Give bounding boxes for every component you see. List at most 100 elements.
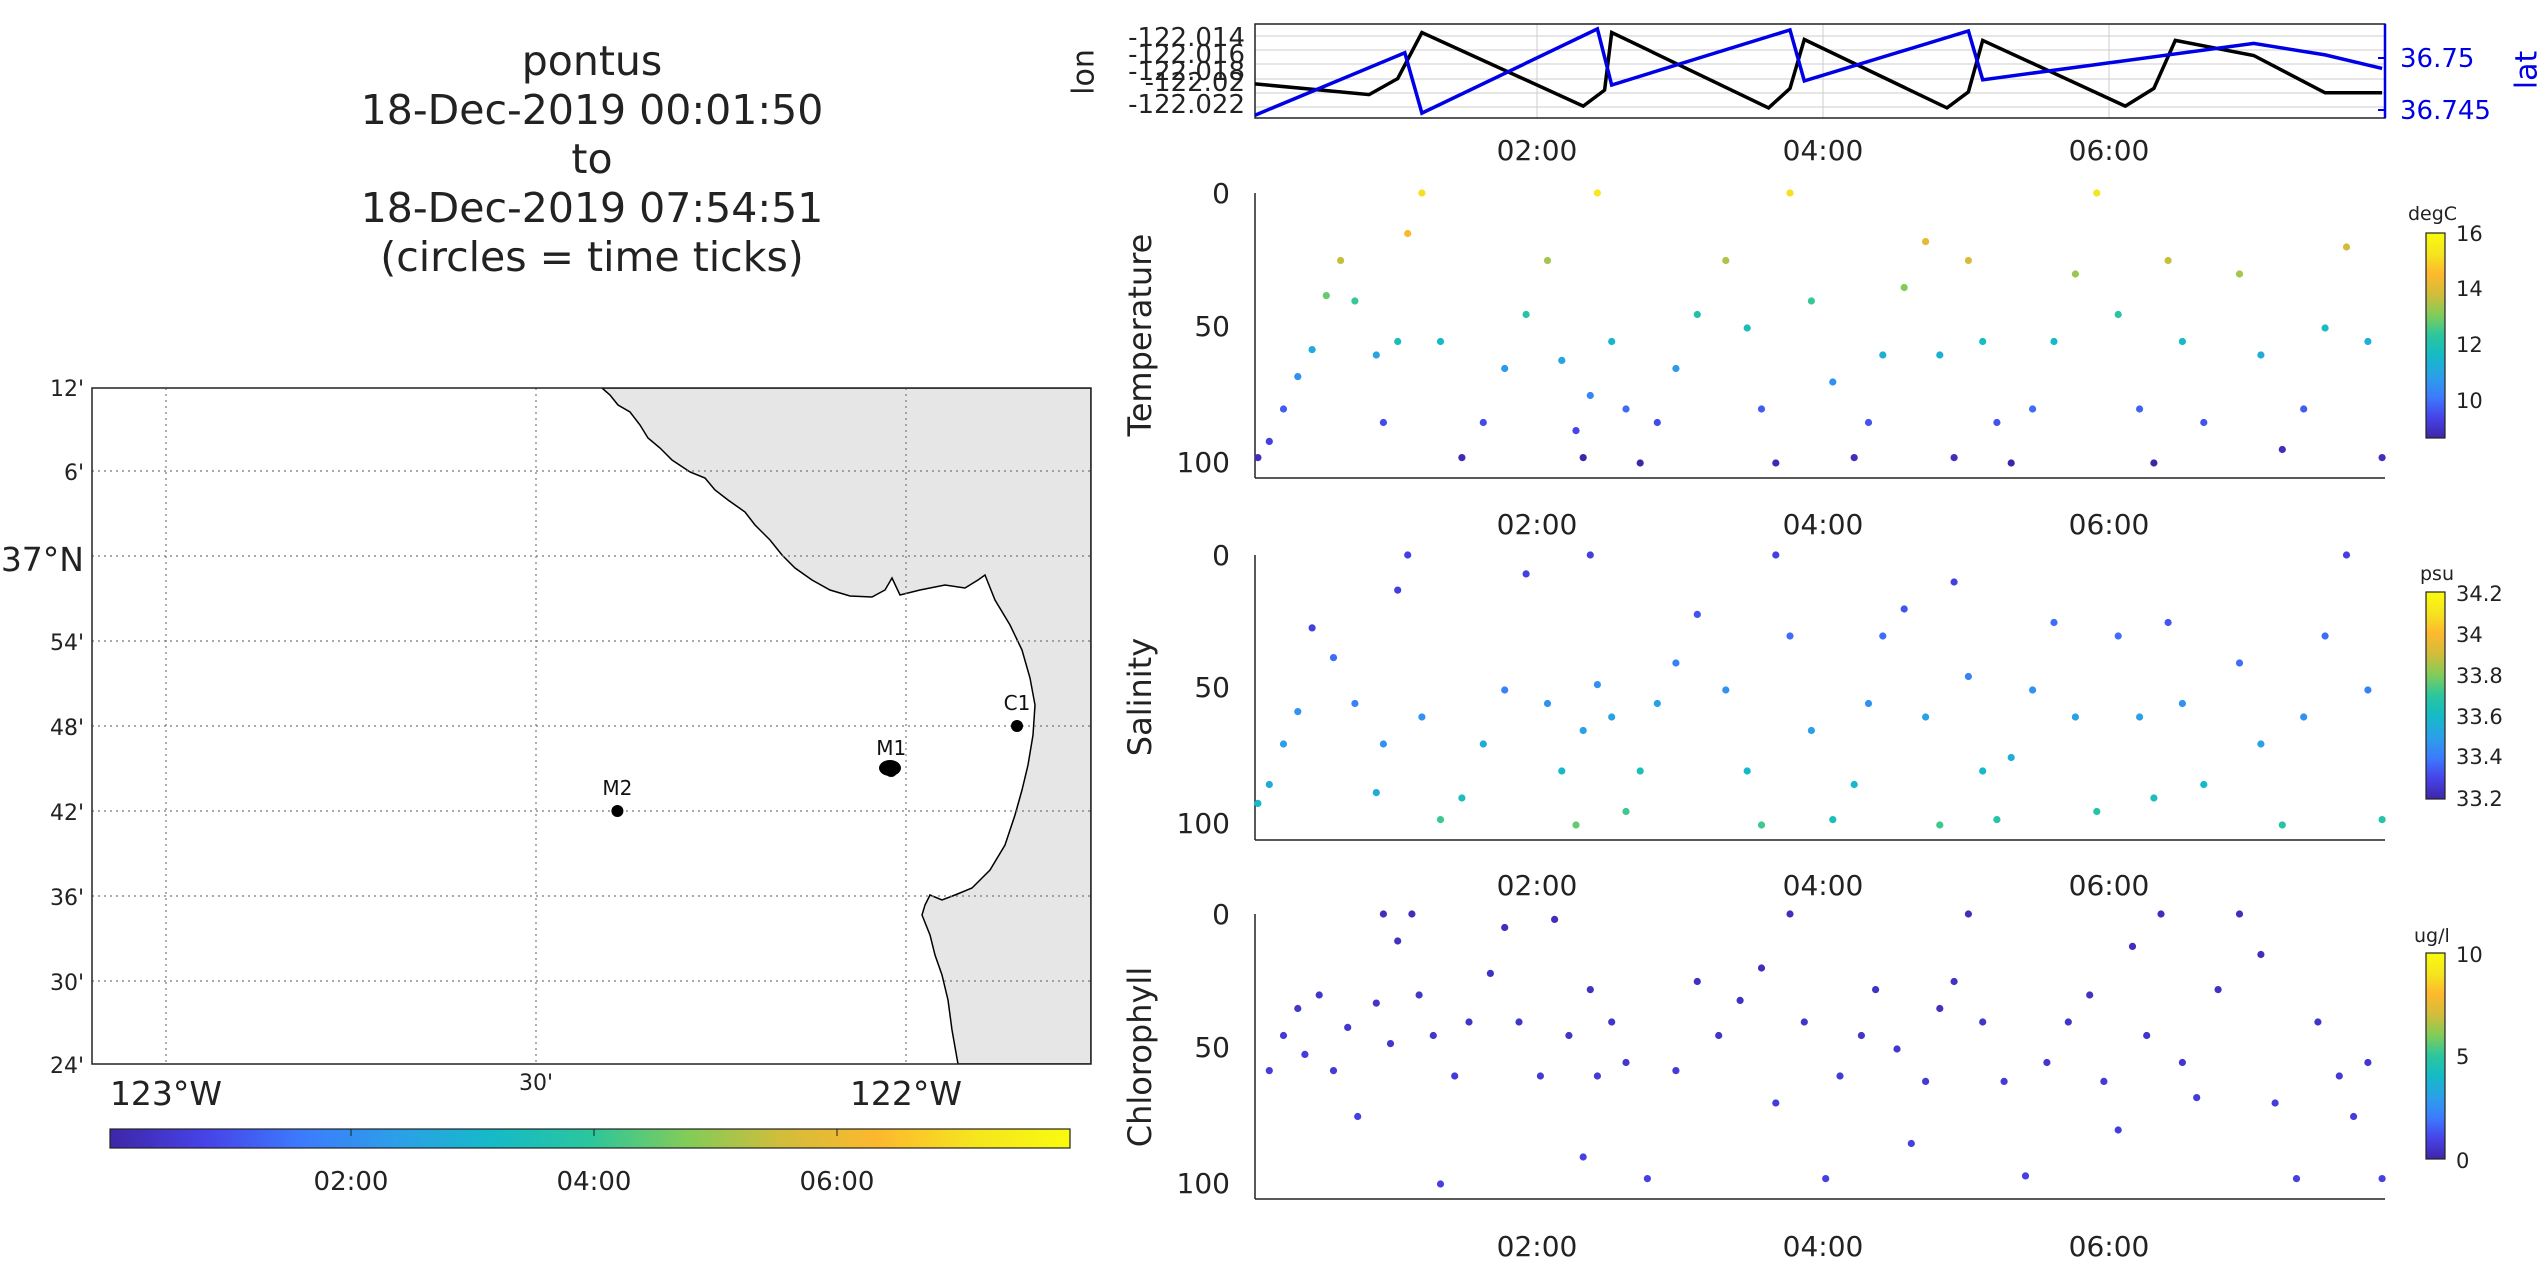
chlorophyll-point: [1408, 910, 1416, 918]
chlorophyll-point: [2143, 1031, 2151, 1040]
salinity-point: [1993, 816, 2001, 824]
temperature-point: [1772, 459, 1780, 467]
lon-axis-tick-1: -122.016: [1128, 40, 1245, 70]
salinity-point: [1653, 699, 1661, 708]
salinity-point: [2071, 713, 2079, 721]
temperature-ytick-2: 100: [1177, 446, 1230, 479]
chlorophyll-point: [2292, 1175, 2301, 1183]
temperature-point: [1294, 373, 1302, 381]
salinity-point: [1864, 699, 1873, 708]
chlorophyll-point: [1394, 937, 1402, 945]
salinity-point: [1436, 816, 1445, 824]
salinity-colorbar-ticks: 34.2 34 33.8 33.6 33.4 33.2: [2456, 582, 2503, 811]
station-label-m1: M1: [876, 736, 906, 760]
salinity-cbar-tick-5: 33.2: [2456, 787, 2503, 811]
lon-axis-tick-0: -122.014: [1128, 23, 1245, 53]
map-grid: [92, 388, 1091, 1064]
temperature-point: [1543, 256, 1552, 265]
chlorophyll-point: [1354, 1112, 1362, 1121]
chlorophyll-point: [1279, 1031, 1288, 1040]
map-track-cluster: [879, 760, 901, 776]
salinity-cbar-tick-1: 34: [2456, 623, 2483, 647]
lat-tick-6: 36': [50, 886, 84, 911]
temperature-colorbar: [2425, 232, 2446, 439]
temperature-point: [1693, 310, 1701, 319]
time-colorbar-tick-0: 02:00: [314, 1167, 389, 1197]
chlorophyll-cbar-tick-2: 0: [2456, 1149, 2469, 1173]
chlorophyll-point: [2086, 991, 2094, 999]
lat-axis-label: lat: [2510, 51, 2545, 90]
salinity-point: [1479, 740, 1487, 748]
temperature-point: [1964, 256, 1972, 265]
lat-series-line: [1254, 26, 2383, 117]
temperature-ytick-1: 50: [1194, 310, 1230, 343]
temperature-point: [1337, 256, 1345, 265]
salinity-panel: 0 50 100 Salinity 02:00 04:00 06:00 psu …: [1121, 539, 2503, 902]
chlorophyll-xticks: 02:00 04:00 06:00: [1497, 1230, 2150, 1263]
temperature-point: [1351, 297, 1359, 305]
temperature-point: [1900, 283, 1908, 292]
chlorophyll-point: [1693, 977, 1701, 986]
salinity-xtick-2: 06:00: [2069, 869, 2150, 902]
temperature-point: [1593, 189, 1601, 197]
chlorophyll-point: [1315, 991, 1323, 999]
lon-axis-label: lon: [1067, 49, 1102, 95]
chlorophyll-point: [2043, 1058, 2051, 1067]
chlorophyll-point: [2157, 910, 2165, 918]
temperature-xticks: 02:00 04:00 06:00: [1497, 508, 2150, 541]
chlorophyll-point: [2021, 1172, 2030, 1180]
lat-axis-tick-1: 36.745: [2400, 96, 2491, 126]
temperature-point: [1786, 189, 1794, 197]
temperature-points: [1254, 189, 2386, 467]
chlorophyll-point: [1565, 1031, 1573, 1040]
salinity-cbar-tick-2: 33.8: [2456, 664, 2503, 688]
chlorophyll-point: [1379, 910, 1387, 918]
salinity-point: [1265, 780, 1273, 789]
salinity-xtick-1: 04:00: [1783, 869, 1864, 902]
chlorophyll-point: [2100, 1077, 2108, 1085]
temperature-cbar-tick-1: 14: [2456, 277, 2483, 301]
temperature-ytick-0: 0: [1212, 177, 1230, 210]
salinity-point: [1622, 807, 1630, 816]
station-marker-c1: [1011, 720, 1023, 732]
chlorophyll-point: [1329, 1067, 1338, 1075]
chlorophyll-yticks: 0 50 100: [1177, 898, 1230, 1200]
temperature-point: [1558, 356, 1566, 364]
chlorophyll-point: [1436, 1180, 1445, 1188]
chlorophyll-ytick-1: 50: [1194, 1031, 1230, 1064]
chlorophyll-point: [1715, 1031, 1723, 1040]
temperature-point: [2300, 405, 2308, 413]
salinity-point: [1807, 726, 1815, 735]
time-colorbar-ticks: 02:00 04:00 06:00: [314, 1129, 874, 1197]
salinity-point: [1501, 686, 1509, 694]
temperature-xtick-1: 04:00: [1783, 508, 1864, 541]
chlorophyll-point: [1822, 1175, 1830, 1183]
salinity-point: [1757, 821, 1766, 829]
chlorophyll-xtick-0: 02:00: [1497, 1230, 1578, 1263]
lonlat-xtick-2: 06:00: [2069, 134, 2150, 167]
salinity-point: [1979, 767, 1987, 775]
chlorophyll-point: [1579, 1153, 1587, 1161]
chlorophyll-point: [2178, 1058, 2186, 1067]
salinity-point: [1543, 699, 1552, 708]
temperature-point: [1653, 418, 1661, 427]
temperature-point: [2071, 270, 2079, 278]
salinity-point: [2164, 618, 2172, 627]
chlorophyll-axes: [1254, 914, 2385, 1200]
salinity-point: [1579, 726, 1587, 735]
salinity-point: [2093, 807, 2101, 816]
lon-tick-1: 30': [519, 1071, 553, 1096]
temperature-cbar-tick-2: 12: [2456, 333, 2483, 357]
chlorophyll-point: [1593, 1072, 1601, 1080]
chlorophyll-ytick-0: 0: [1212, 898, 1230, 931]
chlorophyll-point: [2335, 1072, 2343, 1080]
temperature-point: [2364, 337, 2372, 346]
salinity-point: [2029, 686, 2037, 694]
temperature-point: [1672, 364, 1680, 373]
temperature-point: [1950, 454, 1958, 462]
lon-tick-0: 123°W: [110, 1074, 222, 1113]
salinity-point: [1900, 605, 1908, 613]
lonlat-xtick-1: 04:00: [1783, 134, 1864, 167]
title-line-3: to: [571, 135, 612, 183]
